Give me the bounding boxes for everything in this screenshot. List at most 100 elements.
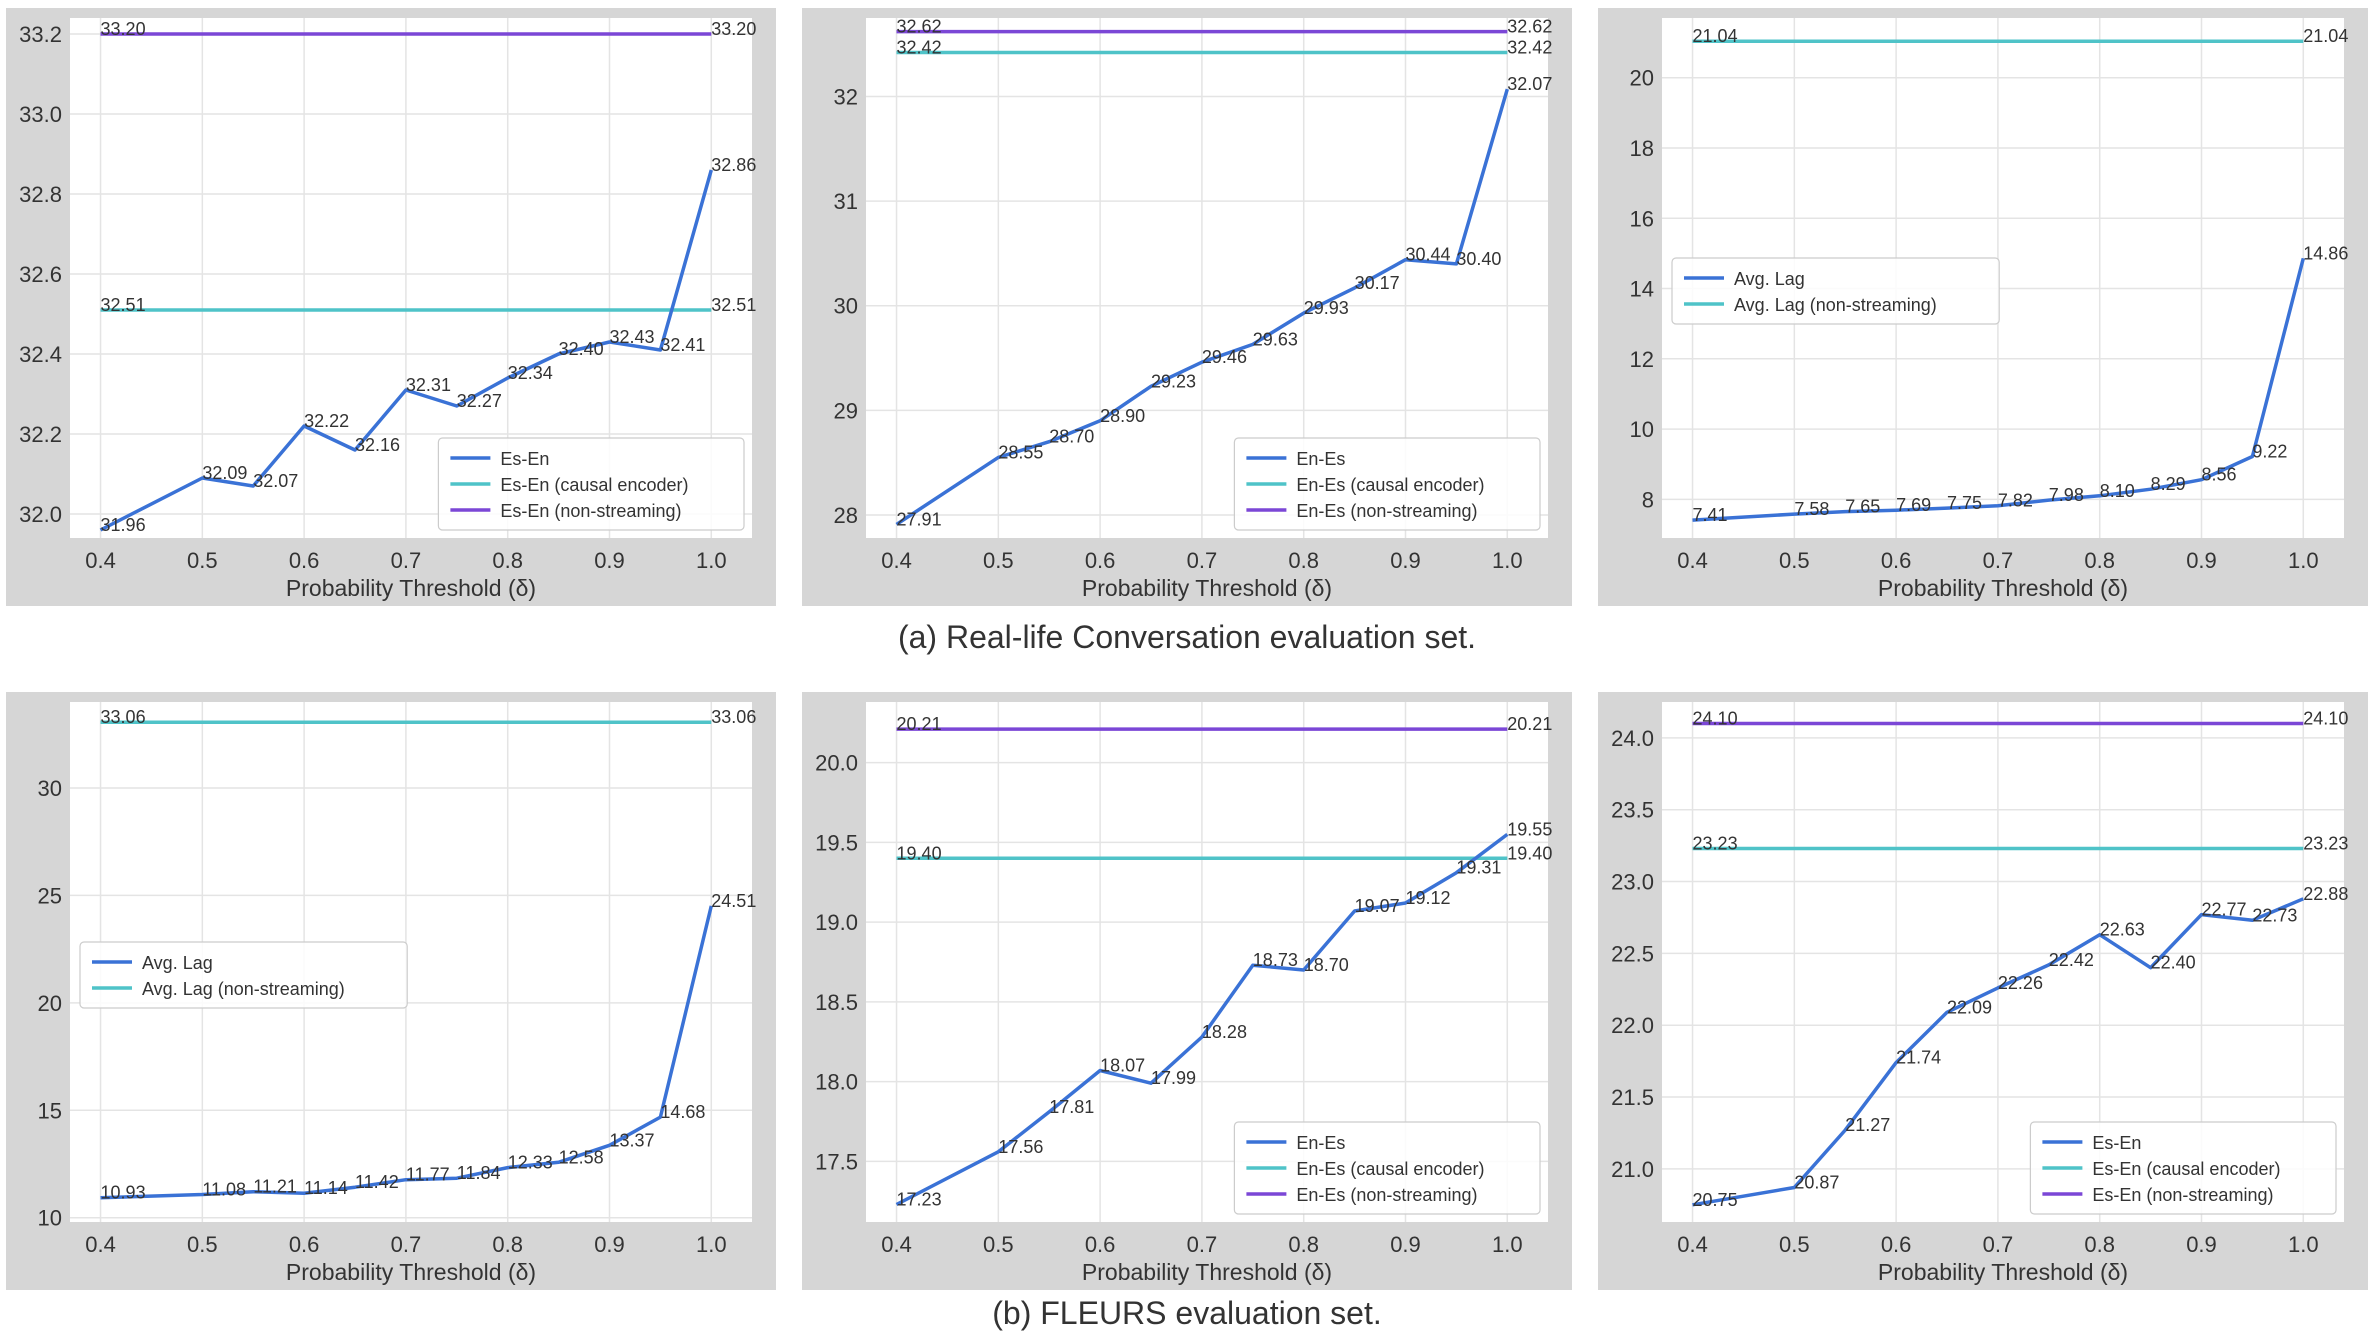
x-tick-label: 0.5 xyxy=(187,548,218,573)
x-tick-label: 0.4 xyxy=(881,1232,912,1257)
y-tick-label: 18.0 xyxy=(815,1070,858,1095)
data-label: 32.43 xyxy=(609,327,654,347)
y-tick-label: 33.2 xyxy=(19,22,62,47)
x-tick-label: 0.4 xyxy=(85,1232,116,1257)
data-label: 18.73 xyxy=(1253,950,1298,970)
data-label: 19.55 xyxy=(1507,819,1552,839)
x-tick-label: 0.8 xyxy=(492,548,523,573)
x-axis-label: Probability Threshold (δ) xyxy=(286,575,536,601)
y-tick-label: 32.0 xyxy=(19,502,62,527)
data-label: 28.70 xyxy=(1049,427,1094,447)
chart-a1: 0.4 0.5 0.6 0.7 0.8 0.9 1.0 32.0 32.2 32.4 32.6 32.… xyxy=(6,8,776,606)
data-label: 32.42 xyxy=(897,38,942,58)
y-tick-label: 21.0 xyxy=(1611,1157,1654,1182)
data-label: 19.40 xyxy=(1507,843,1552,863)
data-label: 32.40 xyxy=(559,339,604,359)
data-label: 21.74 xyxy=(1896,1048,1941,1068)
y-tick-label: 30 xyxy=(834,294,858,319)
x-axis-label: Probability Threshold (δ) xyxy=(1878,575,2128,601)
x-tick-label: 0.8 xyxy=(1288,548,1319,573)
legend: En-Es En-Es (causal encoder) En-Es (non-st… xyxy=(1233,437,1541,531)
series-line-0 xyxy=(1692,257,2305,522)
y-tick-label: 33.0 xyxy=(19,102,62,127)
x-tick-label: 0.6 xyxy=(1085,548,1116,573)
x-tick-label: 0.9 xyxy=(2186,548,2217,573)
y-tick-label: 21.5 xyxy=(1611,1085,1654,1110)
y-tick-label: 22.5 xyxy=(1611,941,1654,966)
data-label: 23.23 xyxy=(2303,834,2348,854)
x-tick-label: 0.8 xyxy=(492,1232,523,1257)
legend-label: Es-En (causal encoder) xyxy=(500,475,688,495)
x-tick-label: 0.7 xyxy=(1187,1232,1218,1257)
data-label: 32.22 xyxy=(304,411,349,431)
x-tick-label: 0.8 xyxy=(2084,548,2115,573)
data-label: 14.68 xyxy=(660,1102,705,1122)
data-label: 29.23 xyxy=(1151,371,1196,391)
data-label: 19.31 xyxy=(1456,858,1501,878)
legend: Avg. Lag Avg. Lag (non-streaming) xyxy=(1671,257,2000,325)
data-label: 8.10 xyxy=(2100,481,2135,501)
x-tick-label: 1.0 xyxy=(1492,548,1523,573)
data-label: 32.51 xyxy=(711,295,756,315)
series-line-0 xyxy=(895,88,1509,526)
legend-label: Es-En xyxy=(500,449,549,469)
y-tick-label: 14 xyxy=(1630,277,1654,302)
chart-panel-a3: 0.4 0.5 0.6 0.7 0.8 0.9 1.0 8 10 12 14 16 18 20 Probab… xyxy=(1598,8,2368,606)
data-label: 30.40 xyxy=(1456,249,1501,269)
chart-panel-a2: 0.4 0.5 0.6 0.7 0.8 0.9 1.0 28 29 30 31 32 Probabili… xyxy=(802,8,1572,606)
data-label: 8.29 xyxy=(2151,474,2186,494)
chart-panel-b3: 0.4 0.5 0.6 0.7 0.8 0.9 1.0 21.0 21.5 22.0 22.5 23.… xyxy=(1598,692,2368,1290)
x-axis-label: Probability Threshold (δ) xyxy=(1878,1259,2128,1285)
data-label: 32.41 xyxy=(660,335,705,355)
data-label: 27.91 xyxy=(897,509,942,529)
legend-label: En-Es (non-streaming) xyxy=(1296,1185,1477,1205)
data-label: 32.27 xyxy=(457,391,502,411)
data-label: 32.31 xyxy=(406,375,451,395)
legend-label: Es-En xyxy=(2092,1133,2141,1153)
x-tick-label: 1.0 xyxy=(2288,548,2319,573)
data-label: 20.21 xyxy=(1507,714,1552,734)
chart-b2: 0.4 0.5 0.6 0.7 0.8 0.9 1.0 17.5 18.0 18.5 19.0 19.… xyxy=(802,692,1572,1290)
y-tick-label: 16 xyxy=(1630,206,1654,231)
data-label: 30.44 xyxy=(1405,245,1450,265)
y-tick-label: 32 xyxy=(834,84,858,109)
legend-label: En-Es xyxy=(1296,1133,1345,1153)
legend-label: Es-En (causal encoder) xyxy=(2092,1159,2280,1179)
data-label: 29.93 xyxy=(1304,298,1349,318)
data-label: 33.06 xyxy=(711,707,756,727)
data-label: 19.40 xyxy=(897,843,942,863)
series-line-0 xyxy=(1692,897,2304,1207)
y-tick-label: 20 xyxy=(1630,66,1654,91)
data-label: 17.81 xyxy=(1049,1097,1094,1117)
series-line-0 xyxy=(895,833,1509,1207)
x-tick-label: 0.5 xyxy=(1779,548,1810,573)
data-label: 32.42 xyxy=(1507,38,1552,58)
chart-b3: 0.4 0.5 0.6 0.7 0.8 0.9 1.0 21.0 21.5 22.0 22.5 23.… xyxy=(1598,692,2368,1290)
data-label: 17.23 xyxy=(897,1189,942,1209)
legend-label: Avg. Lag xyxy=(1734,269,1805,289)
x-tick-label: 0.4 xyxy=(1677,1232,1708,1257)
chart-a2: 0.4 0.5 0.6 0.7 0.8 0.9 1.0 28 29 30 31 32 Probabili… xyxy=(802,8,1572,606)
x-tick-label: 0.4 xyxy=(881,548,912,573)
data-label: 22.77 xyxy=(2201,900,2246,920)
y-tick-label: 19.5 xyxy=(815,830,858,855)
y-tick-label: 25 xyxy=(38,883,62,908)
y-tick-label: 18.5 xyxy=(815,990,858,1015)
data-label: 22.40 xyxy=(2151,953,2196,973)
data-label: 30.17 xyxy=(1355,273,1400,293)
data-label: 9.22 xyxy=(2252,441,2287,461)
data-label: 23.23 xyxy=(1693,834,1738,854)
data-label: 18.07 xyxy=(1100,1055,1145,1075)
x-tick-label: 0.5 xyxy=(187,1232,218,1257)
x-axis-label: Probability Threshold (δ) xyxy=(286,1259,536,1285)
data-label: 28.55 xyxy=(998,442,1043,462)
chart-panel-a1: 0.4 0.5 0.6 0.7 0.8 0.9 1.0 32.0 32.2 32.4 32.6 32.… xyxy=(6,8,776,606)
chart-b1: 0.4 0.5 0.6 0.7 0.8 0.9 1.0 10 15 20 25 30 Probabili… xyxy=(6,692,776,1290)
data-label: 33.06 xyxy=(101,707,146,727)
data-label: 24.51 xyxy=(711,891,756,911)
y-tick-label: 32.8 xyxy=(19,182,62,207)
x-tick-label: 0.6 xyxy=(289,1232,320,1257)
data-label: 7.58 xyxy=(1794,499,1829,519)
data-label: 32.62 xyxy=(897,17,942,37)
data-label: 32.07 xyxy=(1507,74,1552,94)
